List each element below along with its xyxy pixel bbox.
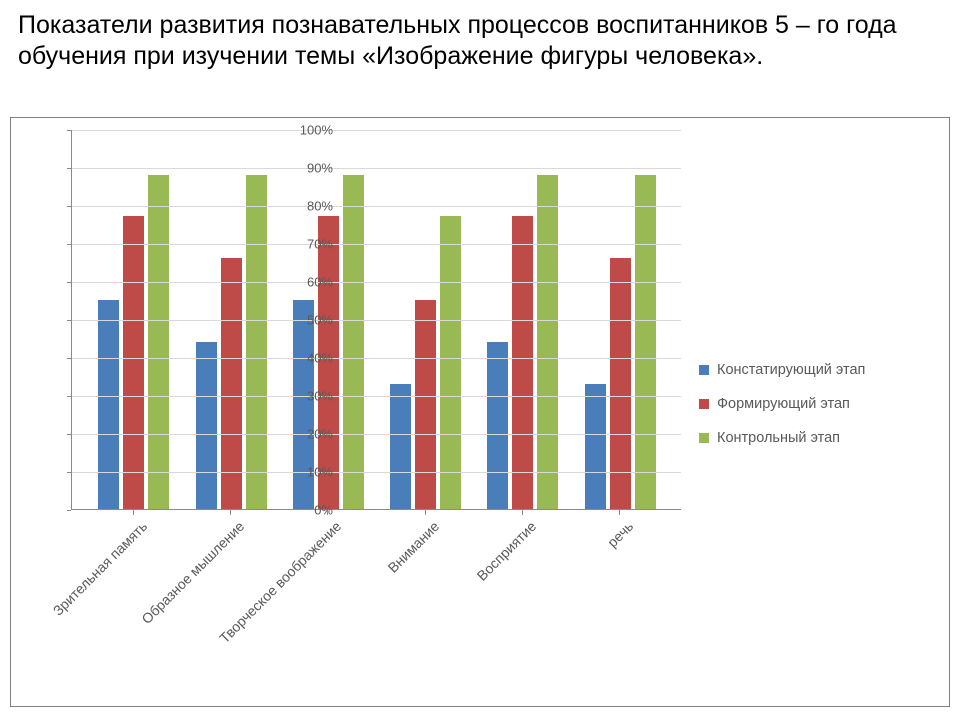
x-tick — [619, 510, 620, 515]
chart-frame: Констатирующий этап Формирующий этап Контр… — [10, 117, 950, 707]
gridline — [72, 168, 681, 169]
y-tick-label: 100% — [283, 123, 333, 138]
x-tick — [327, 510, 328, 515]
gridline — [72, 472, 681, 473]
bar — [98, 300, 119, 509]
gridline — [72, 130, 681, 131]
legend-label: Контрольный этап — [717, 430, 840, 446]
bar — [635, 175, 656, 509]
y-tick — [67, 320, 71, 321]
legend-label: Формирующий этап — [717, 396, 850, 412]
gridline — [72, 358, 681, 359]
legend-item: Формирующий этап — [699, 387, 939, 421]
y-tick — [67, 206, 71, 207]
x-tick — [133, 510, 134, 515]
legend-swatch — [699, 399, 709, 409]
y-tick — [67, 472, 71, 473]
y-tick-label: 60% — [283, 275, 333, 290]
y-tick — [67, 358, 71, 359]
plot-area — [71, 130, 681, 510]
y-tick-label: 0% — [283, 503, 333, 518]
y-tick-label: 40% — [283, 351, 333, 366]
bar — [123, 216, 144, 509]
y-tick — [67, 282, 71, 283]
y-tick — [67, 396, 71, 397]
y-tick — [67, 244, 71, 245]
bar — [537, 175, 558, 509]
bar — [512, 216, 533, 509]
gridline — [72, 244, 681, 245]
legend-label: Констатирующий этап — [717, 362, 865, 378]
legend-swatch — [699, 365, 709, 375]
bar — [487, 342, 508, 509]
y-tick-label: 70% — [283, 237, 333, 252]
gridline — [72, 282, 681, 283]
gridline — [72, 206, 681, 207]
y-tick-label: 20% — [283, 427, 333, 442]
y-tick-label: 10% — [283, 465, 333, 480]
bar — [390, 384, 411, 509]
bar — [585, 384, 606, 509]
bar — [440, 216, 461, 509]
page: Показатели развития познавательных проце… — [0, 0, 960, 720]
x-tick — [425, 510, 426, 515]
gridline — [72, 396, 681, 397]
bar — [343, 175, 364, 509]
y-tick — [67, 510, 71, 511]
bar — [148, 175, 169, 509]
x-tick — [230, 510, 231, 515]
legend: Констатирующий этап Формирующий этап Контр… — [699, 353, 939, 455]
legend-item: Констатирующий этап — [699, 353, 939, 387]
gridline — [72, 434, 681, 435]
y-tick-label: 90% — [283, 161, 333, 176]
y-tick-label: 30% — [283, 389, 333, 404]
legend-swatch — [699, 433, 709, 443]
x-tick — [522, 510, 523, 515]
y-tick — [67, 130, 71, 131]
y-tick — [67, 168, 71, 169]
bar — [415, 300, 436, 509]
page-title: Показатели развития познавательных проце… — [18, 10, 942, 73]
bar — [196, 342, 217, 509]
y-tick-label: 50% — [283, 313, 333, 328]
y-tick — [67, 434, 71, 435]
legend-item: Контрольный этап — [699, 421, 939, 455]
gridline — [72, 320, 681, 321]
y-tick-label: 80% — [283, 199, 333, 214]
bar — [246, 175, 267, 509]
